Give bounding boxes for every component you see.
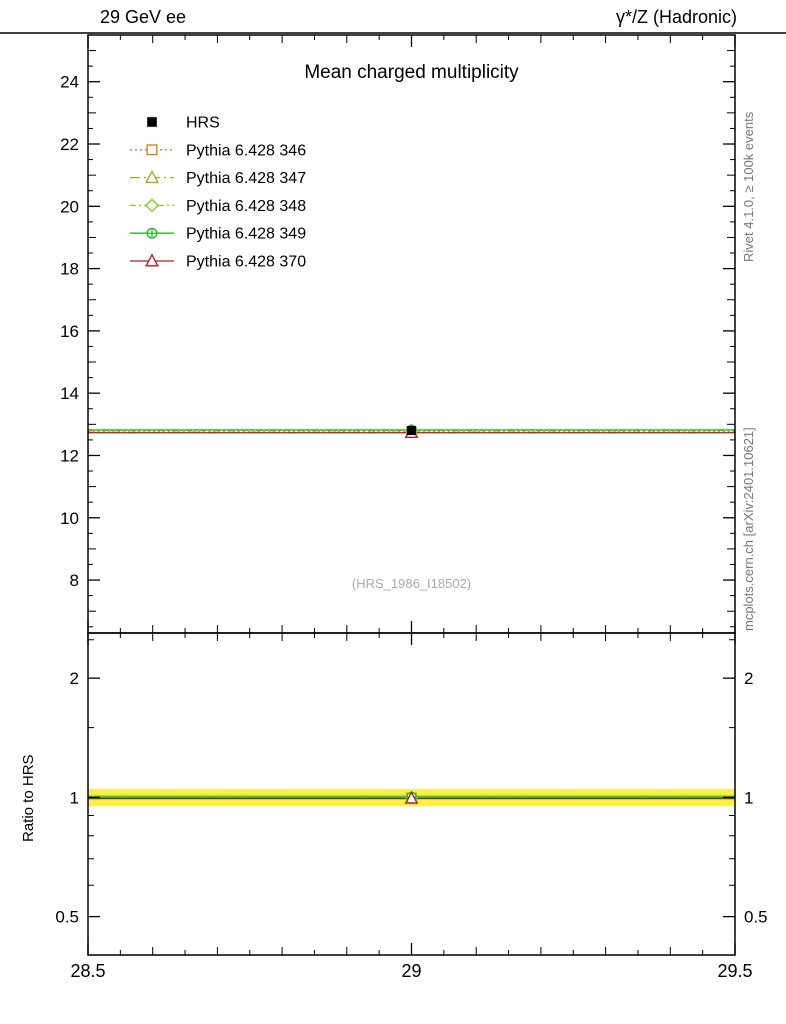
- svg-text:2: 2: [70, 669, 79, 688]
- svg-text:1: 1: [744, 788, 753, 807]
- ratio-axis-label: Ratio to HRS: [20, 754, 37, 842]
- svg-text:16: 16: [60, 322, 79, 341]
- svg-text:1: 1: [70, 788, 79, 807]
- process-label: γ*/Z (Hadronic): [615, 7, 737, 27]
- svg-text:0.5: 0.5: [55, 908, 79, 927]
- plot-title: Mean charged multiplicity: [304, 62, 519, 83]
- svg-text:Pythia 6.428 348: Pythia 6.428 348: [186, 198, 306, 215]
- svg-text:12: 12: [60, 446, 79, 465]
- svg-text:0.5: 0.5: [744, 908, 768, 927]
- svg-text:10: 10: [60, 509, 79, 528]
- svg-text:22: 22: [60, 135, 79, 154]
- svg-text:8: 8: [70, 571, 79, 590]
- rivet-version-note: Rivet 4.1.0, ≥ 100k events: [741, 111, 756, 262]
- svg-text:29: 29: [401, 961, 421, 981]
- mcplots-arxiv-note: mcplots.cern.ch [arXiv:2401.10621]: [741, 427, 756, 631]
- svg-text:2: 2: [744, 669, 753, 688]
- svg-text:29.5: 29.5: [717, 961, 752, 981]
- svg-text:20: 20: [60, 197, 79, 216]
- svg-text:Pythia 6.428 347: Pythia 6.428 347: [186, 170, 306, 187]
- svg-text:Pythia 6.428 346: Pythia 6.428 346: [186, 142, 306, 159]
- svg-text:18: 18: [60, 260, 79, 279]
- svg-text:28.5: 28.5: [70, 961, 105, 981]
- svg-text:Pythia 6.428 370: Pythia 6.428 370: [186, 254, 306, 271]
- svg-text:Pythia 6.428 349: Pythia 6.428 349: [186, 226, 306, 243]
- beam-energy-label: 29 GeV ee: [100, 7, 187, 27]
- analysis-id-watermark: (HRS_1986_I18502): [351, 576, 472, 591]
- svg-text:HRS: HRS: [186, 115, 220, 132]
- svg-text:14: 14: [60, 384, 79, 403]
- svg-text:24: 24: [60, 73, 79, 92]
